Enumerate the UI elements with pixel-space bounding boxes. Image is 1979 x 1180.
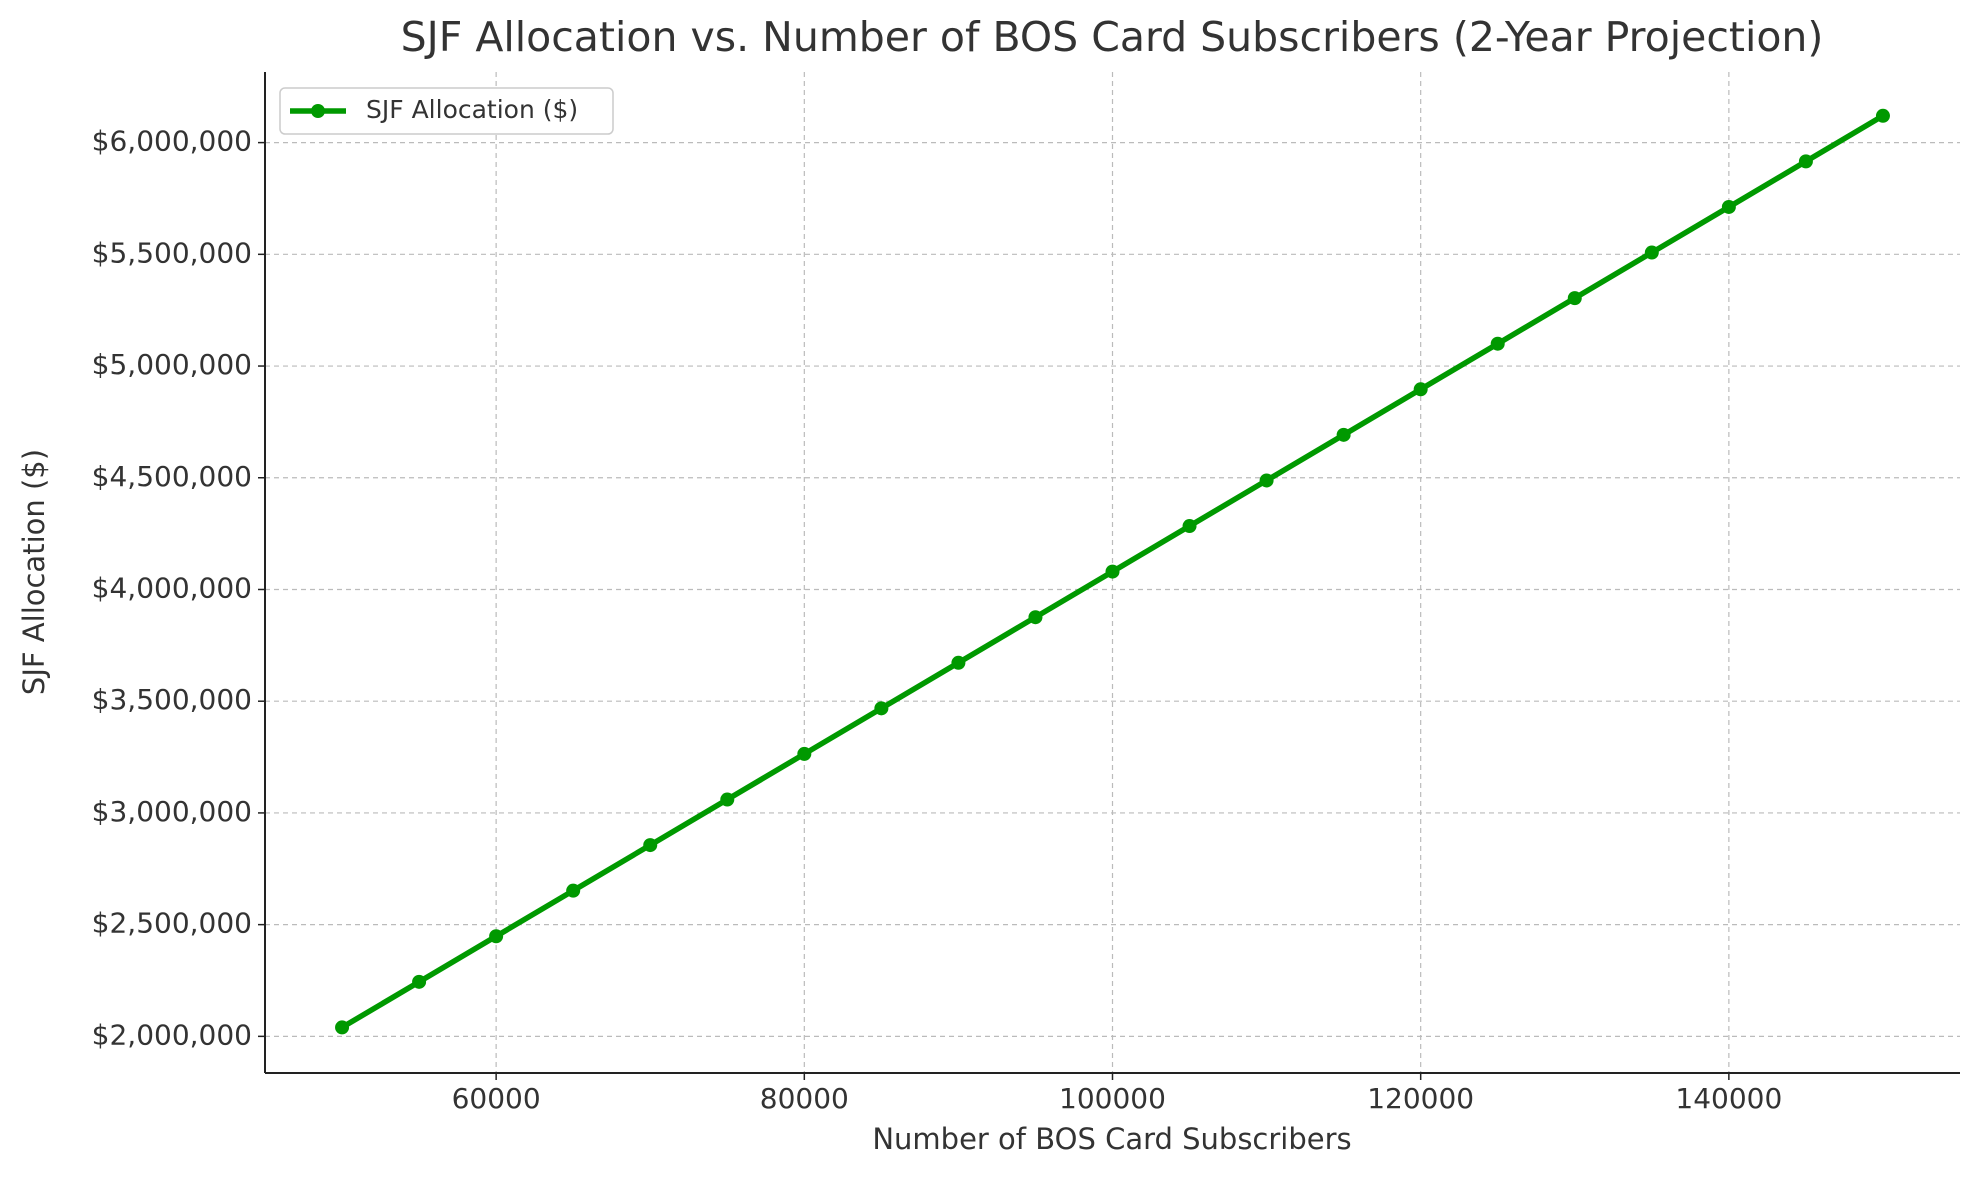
data-point — [1336, 427, 1351, 442]
y-axis-label: SJF Allocation ($) — [17, 449, 51, 695]
x-tick-label: 140000 — [1675, 1082, 1782, 1115]
x-tick-label: 100000 — [1059, 1082, 1166, 1115]
data-point — [720, 792, 735, 807]
data-point — [1413, 382, 1428, 397]
x-axis-label: Number of BOS Card Subscribers — [872, 1122, 1351, 1156]
data-point — [874, 701, 889, 716]
legend-marker — [311, 104, 325, 118]
y-tick-label: $4,000,000 — [92, 571, 252, 604]
data-point — [335, 1020, 350, 1035]
data-point — [1567, 291, 1582, 306]
chart-title: SJF Allocation vs. Number of BOS Card Su… — [401, 13, 1824, 61]
y-tick-label: $3,500,000 — [92, 683, 252, 716]
data-point — [643, 838, 658, 853]
data-point — [1721, 199, 1736, 214]
data-point — [566, 883, 581, 898]
data-point — [951, 655, 966, 670]
x-tick-label: 80000 — [760, 1082, 849, 1115]
data-point — [1182, 519, 1197, 534]
data-point — [1490, 336, 1505, 351]
y-tick-label: $5,500,000 — [92, 236, 252, 269]
x-tick-label: 60000 — [452, 1082, 541, 1115]
data-point — [412, 974, 427, 989]
y-tick-label: $2,500,000 — [92, 907, 252, 940]
data-point — [1105, 564, 1120, 579]
data-point — [1875, 108, 1890, 123]
y-tick-label: $6,000,000 — [92, 125, 252, 158]
data-point — [489, 929, 504, 944]
data-point — [1798, 154, 1813, 169]
data-point — [1028, 610, 1043, 625]
legend-box — [279, 87, 614, 135]
y-tick-label: $5,000,000 — [92, 348, 252, 381]
y-tick-label: $2,000,000 — [92, 1018, 252, 1051]
data-point — [1644, 245, 1659, 260]
y-tick-label: $4,500,000 — [92, 460, 252, 493]
x-tick-label: 120000 — [1367, 1082, 1474, 1115]
y-tick-label: $3,000,000 — [92, 795, 252, 828]
legend-label: SJF Allocation ($) — [366, 95, 578, 124]
data-point — [1259, 473, 1274, 488]
data-point — [797, 746, 812, 761]
